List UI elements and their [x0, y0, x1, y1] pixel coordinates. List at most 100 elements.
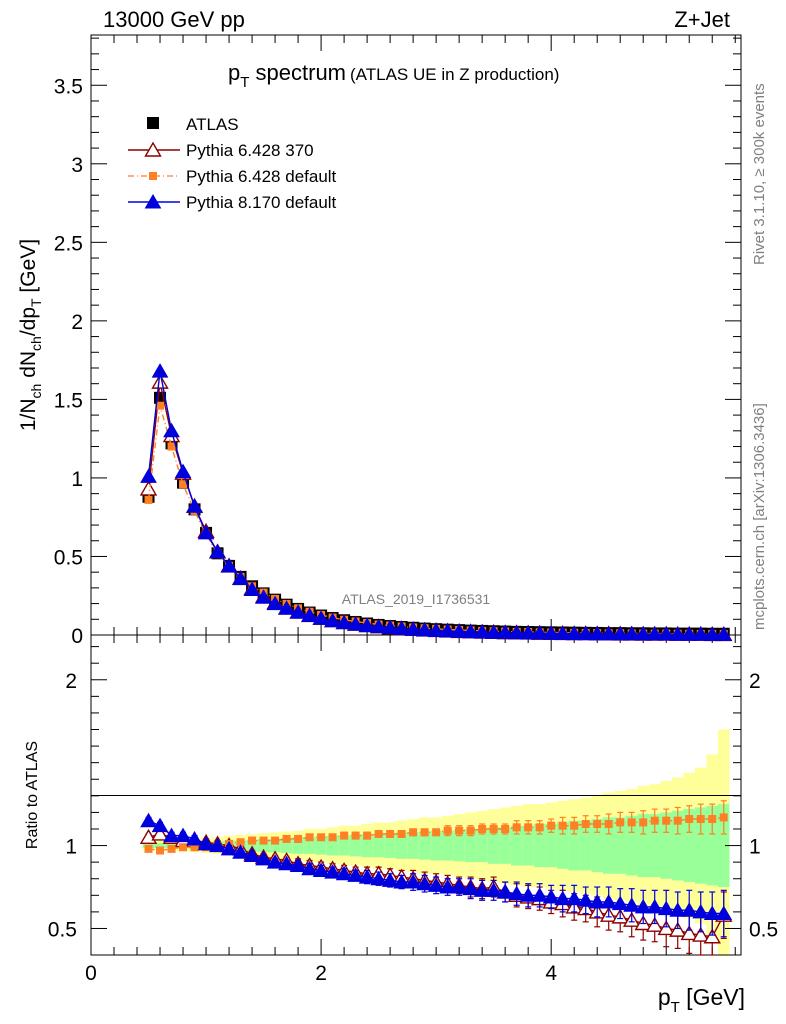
ratio-point-pythia-6-428-default: [466, 826, 475, 835]
ratio-band-stat: [614, 817, 626, 874]
main-point-pythia-6-428-default: [144, 495, 153, 504]
ratio-band-stat: [660, 812, 672, 879]
main-point-pythia-8-170-default: [669, 626, 687, 641]
ratio-point-pythia-8-170-default: [347, 867, 364, 882]
ratio-point-pythia-6-428-default: [593, 820, 602, 829]
ratio-band-stat: [269, 838, 281, 853]
ratio-point-pythia-8-170-default: [289, 857, 307, 872]
ratio-point-pythia-8-170-default: [232, 844, 249, 859]
main-point-pythia-6-428-370: [139, 480, 158, 496]
chart-title: pT spectrum (ATLAS UE in Z production): [228, 60, 559, 91]
ratio-band-stat: [683, 809, 695, 883]
ratio-point-pythia-8-170-default: [496, 883, 514, 899]
ratio-band-stat: [499, 827, 511, 864]
main-ytick-label-4: 2: [71, 311, 83, 334]
legend: ATLAS Pythia 6.428 370 Pythia 6.428 defa…: [128, 115, 337, 212]
ratio-band-stat: [464, 828, 477, 863]
main-point-pythia-8-170-default: [519, 624, 537, 640]
ratio-point-pythia-6-428-default: [708, 815, 717, 824]
main-point-pythia-8-170-default: [531, 625, 549, 640]
ratio-point-pythia-6-428-default: [719, 813, 728, 822]
ratio-point-pythia-6-428-default: [374, 829, 383, 838]
ratio-point-pythia-6-428-default: [512, 823, 521, 832]
ratio-point-pythia-8-170-default: [531, 887, 549, 902]
ratio-point-pythia-8-170-default: [312, 862, 330, 877]
ratio-point-pythia-8-170-default: [542, 888, 560, 904]
main-point-pythia-8-170-default: [462, 623, 480, 639]
main-point-pythia-8-170-default: [197, 524, 215, 540]
main-point-pythia-8-170-default: [611, 625, 629, 641]
ratio-point-pythia-8-170-default: [588, 893, 606, 909]
ratio-point-pythia-6-428-default: [386, 829, 395, 838]
xtick-label-0: 0: [85, 962, 97, 985]
ratio-point-pythia-6-428-default: [340, 831, 349, 840]
main-point-pythia-6-428-default: [179, 480, 188, 489]
ratio-point-pythia-6-428-default: [673, 816, 682, 825]
ratio-point-pythia-6-428-default: [604, 820, 613, 829]
ratio-point-pythia-6-428-default: [455, 826, 464, 835]
main-point-pythia-8-170-default: [301, 607, 318, 623]
ratio-band-stat: [522, 825, 534, 866]
ratio-point-pythia-6-428-default: [190, 843, 199, 852]
ratio-point-pythia-6-428-default: [627, 818, 636, 827]
ratio-point-pythia-6-428-default: [650, 816, 659, 825]
main-point-pythia-8-170-default: [232, 570, 249, 585]
ratio-band-stat: [257, 838, 270, 853]
xlabel-sub: T: [671, 999, 680, 1016]
ratio-point-pythia-8-170-default: [715, 905, 733, 921]
main-ytick-label-2: 1: [71, 468, 83, 491]
ratio-ytick-label-right-2: 2: [749, 670, 761, 693]
main-point-pythia-8-170-default: [358, 617, 376, 633]
ratio-point-pythia-6-428-default: [558, 821, 567, 830]
ratio-point-pythia-8-170-default: [623, 897, 641, 912]
main-point-pythia-8-170-default: [174, 463, 192, 479]
ratio-ytick-label-right-1: 1: [749, 836, 761, 859]
ratio-point-pythia-6-428-default: [351, 831, 360, 840]
ratio-point-pythia-6-428-default: [156, 846, 165, 855]
main-point-pythia-8-170-default: [485, 624, 503, 639]
ratio-point-pythia-6-428-default: [478, 824, 487, 833]
ratio-band-stat: [430, 830, 442, 861]
ratio-point-pythia-6-428-default: [570, 821, 579, 830]
ratio-point-pythia-8-170-default: [393, 874, 410, 889]
main-ylabel: 1/Nch dNch/dpT [GeV]: [17, 239, 44, 431]
ratio-point-pythia-8-170-default: [646, 898, 664, 914]
ratio-point-pythia-8-170-default: [163, 827, 180, 843]
ratio-point-pythia-8-170-default: [301, 860, 318, 876]
main-point-pythia-8-170-default: [324, 612, 341, 628]
main-point-pythia-8-170-default: [542, 625, 560, 640]
main-point-pythia-8-170-default: [680, 626, 698, 641]
ratio-point-pythia-6-428-default: [432, 828, 441, 837]
ratio-point-pythia-8-170-default: [519, 887, 537, 902]
xlabel-rest: [GeV]: [680, 984, 745, 1010]
main-point-pythia-8-170-default: [634, 626, 652, 641]
main-point-pythia-8-170-default: [473, 624, 491, 639]
ratio-point-pythia-8-170-default: [151, 817, 169, 833]
ratio-point-pythia-6-428-default: [179, 843, 188, 852]
legend-marker-pythia8: [144, 193, 162, 209]
ratio-point-pythia-6-428-default: [305, 833, 314, 842]
ratio-band-stat: [407, 832, 419, 859]
main-ytick-label-6: 3: [71, 154, 83, 177]
ratio-band-stat: [717, 804, 730, 888]
main-point-pythia-8-170-default: [496, 624, 514, 639]
legend-marker-atlas: [147, 117, 159, 129]
ratio-point-pythia-8-170-default: [174, 827, 192, 843]
ratio-point-pythia-8-170-default: [255, 850, 272, 866]
ratio-point-pythia-6-428-default: [144, 844, 153, 853]
ratio-point-pythia-8-170-default: [427, 877, 445, 892]
header-right: Z+Jet: [674, 7, 730, 32]
ratio-point-pythia-8-170-default: [565, 890, 583, 906]
ratio-point-pythia-8-170-default: [473, 882, 491, 897]
ratio-point-pythia-8-170-default: [692, 903, 710, 919]
ratio-point-pythia-8-170-default: [439, 879, 457, 894]
ratio-ytick-label-1: 1: [65, 836, 77, 859]
main-point-pythia-6-428-370: [151, 373, 169, 389]
main-point-pythia-8-170-default: [186, 498, 203, 513]
ratio-point-pythia-8-170-default: [657, 900, 675, 916]
main-point-pythia-8-170-default: [151, 363, 169, 378]
ratio-point-pythia-6-428-default: [662, 816, 671, 825]
ratio-point-pythia-6-428-default: [696, 815, 705, 824]
ratio-point-pythia-6-428-default: [685, 815, 694, 824]
main-point-pythia-8-170-default: [404, 621, 422, 636]
